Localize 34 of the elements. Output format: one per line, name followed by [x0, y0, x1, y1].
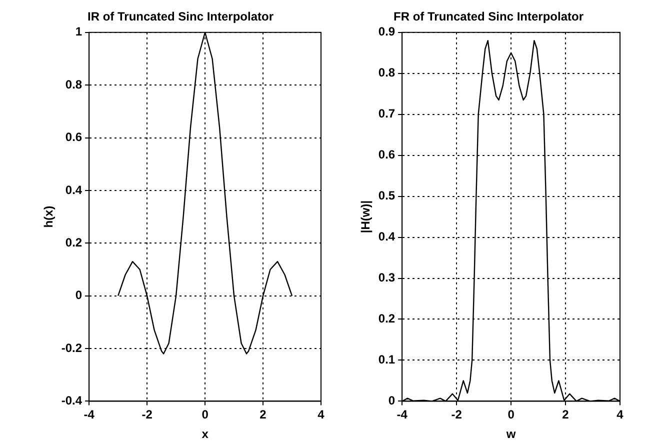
x-tick-label: -4	[396, 408, 408, 422]
y-tick-label: -0.4	[61, 394, 82, 408]
y-tick-label: 0.9	[378, 24, 396, 39]
y-tick-label: 0.8	[65, 77, 82, 92]
y-tick-label: 1	[75, 24, 82, 39]
y-axis-title: |H(w)|	[358, 200, 373, 234]
y-tick-label: 0.4	[378, 230, 396, 244]
y-axis-title: h(x)	[42, 206, 56, 228]
x-tick-label: -2	[451, 408, 462, 422]
y-tick-label: 0.2	[378, 312, 396, 326]
y-tick-label: 0	[388, 394, 396, 408]
chart-title: IR of Truncated Sinc Interpolator	[87, 10, 274, 24]
x-tick-label: -2	[142, 408, 153, 422]
chart-title: FR of Truncated Sinc Interpolator	[393, 10, 584, 24]
y-tick-label: 0.3	[378, 270, 396, 285]
x-axis-title: w	[505, 427, 516, 442]
x-tick-label: 2	[260, 408, 267, 422]
x-tick-label: -4	[84, 408, 95, 422]
x-tick-label: 0	[508, 408, 515, 422]
x-tick-label: 4	[318, 408, 325, 422]
y-tick-label: 0	[75, 288, 82, 302]
x-tick-label: 4	[616, 408, 624, 422]
y-tick-label: 0.2	[65, 235, 82, 250]
y-tick-label: 0.4	[65, 182, 82, 197]
y-tick-label: 0.8	[378, 66, 396, 80]
y-tick-label: 0.5	[378, 188, 396, 203]
y-tick-label: 0.6	[378, 148, 396, 162]
x-tick-label: 2	[562, 408, 570, 422]
y-tick-label: 0.1	[378, 352, 396, 367]
x-tick-label: 0	[202, 408, 209, 422]
x-axis-title: x	[202, 427, 209, 442]
y-tick-label: -0.2	[61, 340, 82, 355]
y-tick-label: 0.7	[378, 106, 396, 121]
y-tick-label: 0.6	[65, 130, 82, 144]
